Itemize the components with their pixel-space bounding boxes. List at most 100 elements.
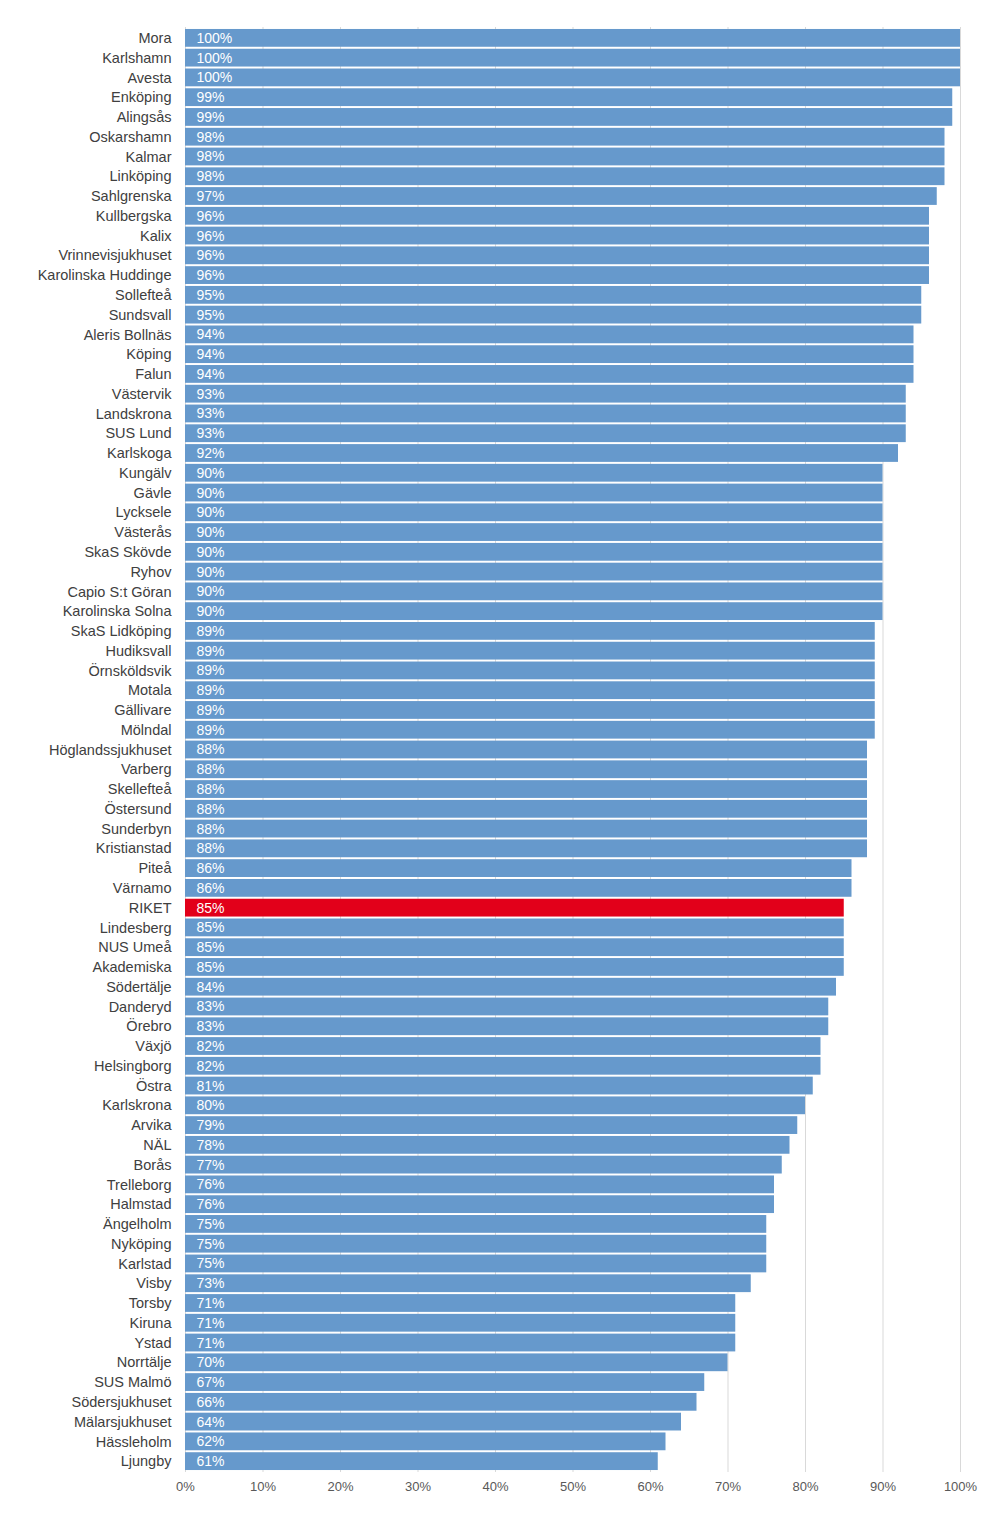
svg-text:85%: 85%	[197, 900, 225, 916]
svg-text:Kalmar: Kalmar	[126, 149, 172, 165]
svg-text:Kiruna: Kiruna	[130, 1315, 173, 1331]
svg-text:95%: 95%	[197, 287, 225, 303]
svg-text:Gällivare: Gällivare	[114, 702, 171, 718]
svg-text:98%: 98%	[197, 129, 225, 145]
svg-text:97%: 97%	[197, 188, 225, 204]
svg-text:80%: 80%	[197, 1097, 225, 1113]
svg-text:67%: 67%	[197, 1374, 225, 1390]
svg-text:94%: 94%	[197, 366, 225, 382]
svg-text:Arvika: Arvika	[131, 1117, 172, 1133]
svg-text:Ystad: Ystad	[134, 1335, 171, 1351]
svg-text:Östra: Östra	[136, 1077, 172, 1094]
svg-text:70%: 70%	[197, 1354, 225, 1370]
svg-text:Falun: Falun	[135, 366, 171, 382]
svg-text:Hudiksvall: Hudiksvall	[105, 643, 171, 659]
svg-text:93%: 93%	[197, 386, 225, 402]
svg-text:Köping: Köping	[126, 346, 171, 362]
svg-text:Mora: Mora	[138, 30, 172, 46]
svg-text:Mälarsjukhuset: Mälarsjukhuset	[74, 1414, 172, 1430]
svg-text:100%: 100%	[944, 1479, 978, 1494]
svg-text:Kullbergska: Kullbergska	[96, 208, 173, 224]
svg-text:71%: 71%	[197, 1315, 225, 1331]
svg-text:Varberg: Varberg	[121, 761, 172, 777]
svg-text:Sundsvall: Sundsvall	[109, 307, 172, 323]
svg-text:Vrinnevisjukhuset: Vrinnevisjukhuset	[58, 247, 171, 263]
svg-text:82%: 82%	[197, 1038, 225, 1054]
svg-text:Trelleborg: Trelleborg	[107, 1177, 172, 1193]
svg-text:50%: 50%	[560, 1479, 586, 1494]
svg-text:88%: 88%	[197, 741, 225, 757]
svg-text:Karlshamn: Karlshamn	[102, 50, 171, 66]
svg-text:88%: 88%	[197, 781, 225, 797]
svg-text:62%: 62%	[197, 1433, 225, 1449]
svg-text:88%: 88%	[197, 801, 225, 817]
svg-text:94%: 94%	[197, 326, 225, 342]
svg-text:Aleris Bollnäs: Aleris Bollnäs	[84, 327, 172, 343]
svg-text:Karlstad: Karlstad	[118, 1256, 171, 1272]
svg-text:61%: 61%	[197, 1453, 225, 1469]
svg-text:84%: 84%	[197, 979, 225, 995]
svg-text:Värnamo: Värnamo	[113, 880, 172, 896]
svg-text:88%: 88%	[197, 761, 225, 777]
svg-text:86%: 86%	[197, 880, 225, 896]
svg-text:Sollefteå: Sollefteå	[115, 287, 172, 303]
svg-text:89%: 89%	[197, 643, 225, 659]
svg-text:Helsingborg: Helsingborg	[94, 1058, 171, 1074]
svg-text:SUS Malmö: SUS Malmö	[94, 1374, 171, 1390]
svg-text:Kungälv: Kungälv	[119, 465, 172, 481]
svg-text:88%: 88%	[197, 840, 225, 856]
svg-text:Hässleholm: Hässleholm	[96, 1434, 172, 1450]
svg-text:NUS Umeå: NUS Umeå	[98, 939, 172, 955]
svg-text:100%: 100%	[197, 69, 233, 85]
svg-text:79%: 79%	[197, 1117, 225, 1133]
svg-text:75%: 75%	[197, 1216, 225, 1232]
svg-text:96%: 96%	[197, 208, 225, 224]
svg-text:Visby: Visby	[136, 1275, 172, 1291]
svg-text:78%: 78%	[197, 1137, 225, 1153]
svg-text:Halmstad: Halmstad	[110, 1196, 171, 1212]
svg-text:NÄL: NÄL	[143, 1137, 171, 1153]
svg-text:Landskrona: Landskrona	[96, 406, 173, 422]
svg-text:94%: 94%	[197, 346, 225, 362]
svg-text:85%: 85%	[197, 939, 225, 955]
svg-text:SkaS Lidköping: SkaS Lidköping	[71, 623, 172, 639]
svg-text:Borås: Borås	[134, 1157, 172, 1173]
svg-text:Kristianstad: Kristianstad	[96, 840, 172, 856]
svg-text:71%: 71%	[197, 1295, 225, 1311]
svg-text:96%: 96%	[197, 228, 225, 244]
svg-text:83%: 83%	[197, 998, 225, 1014]
svg-text:RIKET: RIKET	[129, 900, 172, 916]
svg-text:75%: 75%	[197, 1255, 225, 1271]
svg-text:40%: 40%	[482, 1479, 508, 1494]
svg-text:Örebro: Örebro	[126, 1017, 171, 1034]
svg-text:89%: 89%	[197, 662, 225, 678]
svg-text:89%: 89%	[197, 702, 225, 718]
svg-text:Kalix: Kalix	[140, 228, 172, 244]
svg-text:75%: 75%	[197, 1236, 225, 1252]
svg-text:Torsby: Torsby	[129, 1295, 172, 1311]
svg-text:82%: 82%	[197, 1058, 225, 1074]
svg-text:Gävle: Gävle	[134, 485, 172, 501]
svg-text:73%: 73%	[197, 1275, 225, 1291]
svg-text:Karlskrona: Karlskrona	[102, 1097, 172, 1113]
svg-text:64%: 64%	[197, 1414, 225, 1430]
svg-text:70%: 70%	[715, 1479, 741, 1494]
svg-text:71%: 71%	[197, 1335, 225, 1351]
svg-text:85%: 85%	[197, 919, 225, 935]
svg-text:90%: 90%	[197, 485, 225, 501]
svg-text:96%: 96%	[197, 267, 225, 283]
svg-text:90%: 90%	[197, 603, 225, 619]
svg-text:95%: 95%	[197, 307, 225, 323]
svg-text:Nyköping: Nyköping	[111, 1236, 171, 1252]
svg-text:Lycksele: Lycksele	[116, 504, 172, 520]
svg-text:77%: 77%	[197, 1157, 225, 1173]
svg-text:89%: 89%	[197, 623, 225, 639]
svg-text:100%: 100%	[197, 50, 233, 66]
svg-text:30%: 30%	[405, 1479, 431, 1494]
svg-text:Ängelholm: Ängelholm	[103, 1216, 172, 1232]
svg-text:Södersjukhuset: Södersjukhuset	[72, 1394, 172, 1410]
svg-text:89%: 89%	[197, 722, 225, 738]
svg-text:93%: 93%	[197, 425, 225, 441]
svg-text:86%: 86%	[197, 860, 225, 876]
svg-text:Ljungby: Ljungby	[121, 1453, 173, 1469]
